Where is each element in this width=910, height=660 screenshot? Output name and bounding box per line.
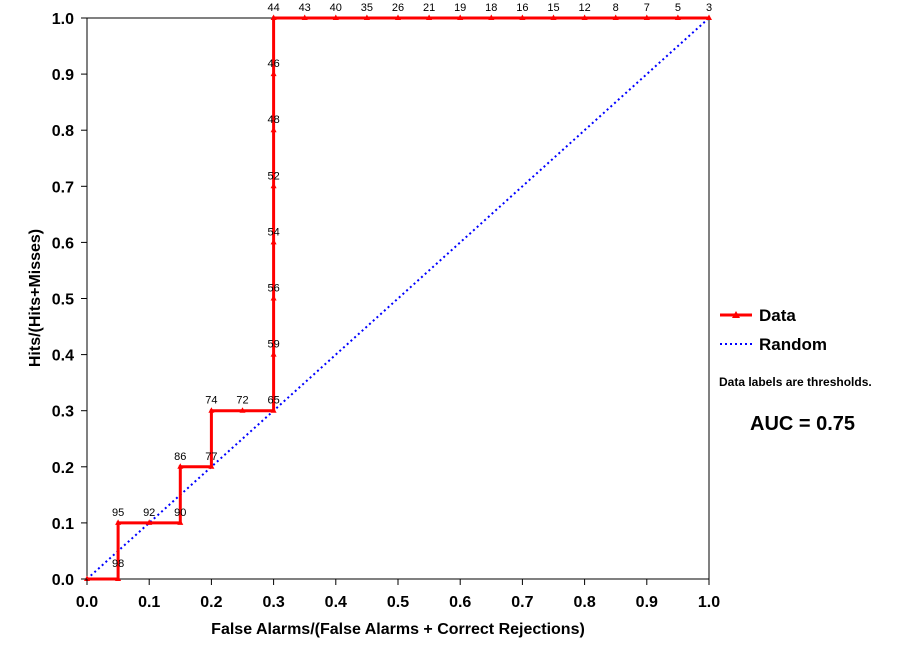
x-axis-title: False Alarms/(False Alarms + Correct Rej… bbox=[211, 621, 585, 638]
legend-item-data: Data bbox=[720, 306, 796, 325]
data-point-marker bbox=[612, 14, 619, 20]
data-point-label: 54 bbox=[267, 226, 279, 238]
x-tick-label: 0.7 bbox=[511, 594, 533, 611]
x-tick-label: 0.2 bbox=[200, 594, 222, 611]
data-point-marker bbox=[426, 14, 433, 20]
data-point-label: 46 bbox=[267, 58, 279, 70]
y-axis-title: Hits/(Hits+Misses) bbox=[27, 229, 44, 367]
data-point-marker bbox=[550, 14, 557, 20]
data-point-label: 86 bbox=[174, 451, 186, 463]
data-point-marker bbox=[270, 295, 277, 301]
data-point-label: 43 bbox=[299, 2, 311, 14]
data-point-marker bbox=[270, 238, 277, 245]
data-point-marker bbox=[270, 351, 277, 357]
y-tick-label: 0.4 bbox=[52, 348, 74, 365]
data-point-marker bbox=[177, 519, 184, 525]
data-point-marker bbox=[208, 463, 215, 469]
x-tick-label: 0.8 bbox=[573, 594, 595, 611]
data-point-marker bbox=[270, 14, 277, 20]
data-point-label: 26 bbox=[392, 2, 404, 14]
data-point-label: 56 bbox=[267, 283, 279, 295]
x-tick-label: 0.1 bbox=[138, 594, 160, 611]
legend-label-random: Random bbox=[759, 335, 827, 354]
y-tick-label: 0.7 bbox=[52, 179, 74, 196]
y-tick-label: 0.9 bbox=[52, 67, 74, 84]
data-point-label: 95 bbox=[112, 507, 124, 519]
data-point-label: 7 bbox=[644, 2, 650, 14]
y-axis-ticks: 0.0 0.1 0.2 0.3 0.4 0.5 0.6 0.7 0.8 0.9 1.0 bbox=[52, 11, 87, 589]
data-point-label: 15 bbox=[547, 2, 559, 14]
x-tick-label: 0.3 bbox=[262, 594, 284, 611]
x-tick-label: 0.5 bbox=[387, 594, 409, 611]
data-point-marker bbox=[457, 14, 464, 20]
x-tick-label: 0.6 bbox=[449, 594, 471, 611]
data-point-label: 5 bbox=[675, 2, 681, 14]
data-point-label: 40 bbox=[330, 2, 342, 14]
data-point-marker bbox=[519, 14, 526, 20]
data-point-marker bbox=[581, 14, 588, 20]
data-point-label: 16 bbox=[516, 2, 528, 14]
auc-annotation: AUC = 0.75 bbox=[750, 413, 855, 435]
y-tick-label: 0.6 bbox=[52, 235, 74, 252]
data-point-label: 77 bbox=[205, 451, 217, 463]
data-point-marker bbox=[270, 182, 277, 189]
data-point-label: 35 bbox=[361, 2, 373, 14]
data-point-marker bbox=[363, 14, 370, 20]
data-point-label: 65 bbox=[267, 395, 279, 407]
y-tick-label: 0.2 bbox=[52, 460, 74, 477]
data-point-label: 12 bbox=[578, 2, 590, 14]
data-point-label: 21 bbox=[423, 2, 435, 14]
data-point-marker bbox=[488, 14, 495, 20]
x-axis-ticks: 0.0 0.1 0.2 0.3 0.4 0.5 0.6 0.7 0.8 0.9 1.0 bbox=[76, 579, 720, 611]
data-point-marker bbox=[146, 519, 153, 525]
data-point-label: 48 bbox=[267, 114, 279, 126]
x-tick-label: 0.0 bbox=[76, 594, 98, 611]
y-tick-label: 0.3 bbox=[52, 404, 74, 421]
data-point-marker bbox=[301, 14, 308, 20]
data-point-marker bbox=[177, 463, 184, 469]
data-point-label: 8 bbox=[613, 2, 619, 14]
data-point-label: 44 bbox=[267, 2, 279, 14]
x-tick-label: 0.9 bbox=[636, 594, 658, 611]
legend-marker-data bbox=[732, 311, 740, 318]
data-point-marker bbox=[270, 70, 277, 77]
data-point-label: 72 bbox=[236, 395, 248, 407]
data-point-label: 74 bbox=[205, 395, 217, 407]
legend: Data Random bbox=[720, 306, 827, 354]
thresholds-note: Data labels are thresholds. bbox=[719, 375, 872, 389]
data-point-marker bbox=[332, 14, 339, 20]
legend-label-data: Data bbox=[759, 306, 796, 325]
data-point-marker bbox=[270, 407, 277, 413]
data-point-label: 3 bbox=[706, 2, 712, 14]
data-point-label: 18 bbox=[485, 2, 497, 14]
x-tick-label: 1.0 bbox=[698, 594, 720, 611]
data-point-label: 59 bbox=[267, 339, 279, 351]
y-tick-label: 1.0 bbox=[52, 11, 74, 28]
y-tick-label: 0.8 bbox=[52, 123, 74, 140]
y-tick-label: 0.1 bbox=[52, 516, 74, 533]
legend-item-random: Random bbox=[720, 335, 827, 354]
data-point-marker bbox=[674, 14, 681, 20]
data-point-marker bbox=[239, 407, 246, 413]
data-point-marker bbox=[115, 519, 122, 525]
data-point-label: 98 bbox=[112, 558, 124, 570]
data-point-marker bbox=[208, 407, 215, 413]
data-point-marker bbox=[270, 126, 277, 133]
data-point-marker bbox=[706, 14, 712, 20]
data-point-marker bbox=[643, 14, 650, 20]
y-tick-label: 0.0 bbox=[52, 572, 74, 589]
x-tick-label: 0.4 bbox=[325, 594, 347, 611]
data-point-label: 52 bbox=[267, 170, 279, 182]
data-point-label: 19 bbox=[454, 2, 466, 14]
data-point-label: 92 bbox=[143, 507, 155, 519]
data-point-label: 90 bbox=[174, 507, 186, 519]
data-point-marker bbox=[115, 575, 122, 581]
y-tick-label: 0.5 bbox=[52, 292, 74, 309]
data-point-marker bbox=[395, 14, 401, 20]
data-point-marker bbox=[84, 575, 90, 581]
